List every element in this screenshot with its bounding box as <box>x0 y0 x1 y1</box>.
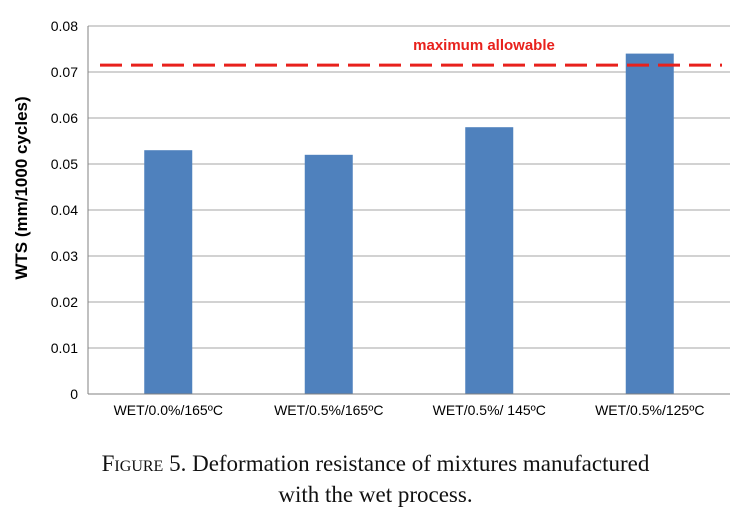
y-tick-label: 0.03 <box>51 248 78 264</box>
figure-label: Figure 5. <box>101 451 187 476</box>
y-axis-title: WTS (mm/1000 cycles) <box>12 96 31 279</box>
reference-line-label: maximum allowable <box>413 37 555 54</box>
y-tick-label: 0.07 <box>51 64 78 80</box>
x-tick-label: WET/0.5%/165ºC <box>274 402 383 418</box>
bar <box>304 154 353 394</box>
y-tick-label: 0.04 <box>51 202 78 218</box>
caption-line-2: with the wet process. <box>278 482 473 507</box>
axes: 0 0.01 0.02 0.03 0.04 0.05 0.06 0.07 0.08 WET/0.0… <box>51 18 730 418</box>
x-tick-label: WET/0.5%/125ºC <box>595 402 704 418</box>
y-tick-label: 0 <box>70 386 78 402</box>
y-tick-label: 0.06 <box>51 110 78 126</box>
y-tick-label: 0.01 <box>51 340 78 356</box>
gridlines <box>88 25 730 349</box>
x-tick-label: WET/0.0%/165ºC <box>114 402 223 418</box>
y-tick-label: 0.08 <box>51 18 78 34</box>
y-tick-label: 0.02 <box>51 294 78 310</box>
caption-line-1: Figure 5. Deformation resistance of mixt… <box>0 448 751 479</box>
bar <box>465 127 514 394</box>
figure-caption: Figure 5. Deformation resistance of mixt… <box>0 448 751 510</box>
bar <box>625 53 674 394</box>
caption-text: Deformation resistance of mixtures manuf… <box>186 451 650 476</box>
bar <box>144 150 193 394</box>
bars <box>144 53 674 394</box>
bar-chart: maximum allowable 00.010.020.030.040.050… <box>12 18 730 418</box>
reference-line-group: maximum allowable <box>100 37 722 67</box>
x-tick-label: WET/0.5%/ 145ºC <box>433 402 546 418</box>
y-tick-label: 0.05 <box>51 156 78 172</box>
